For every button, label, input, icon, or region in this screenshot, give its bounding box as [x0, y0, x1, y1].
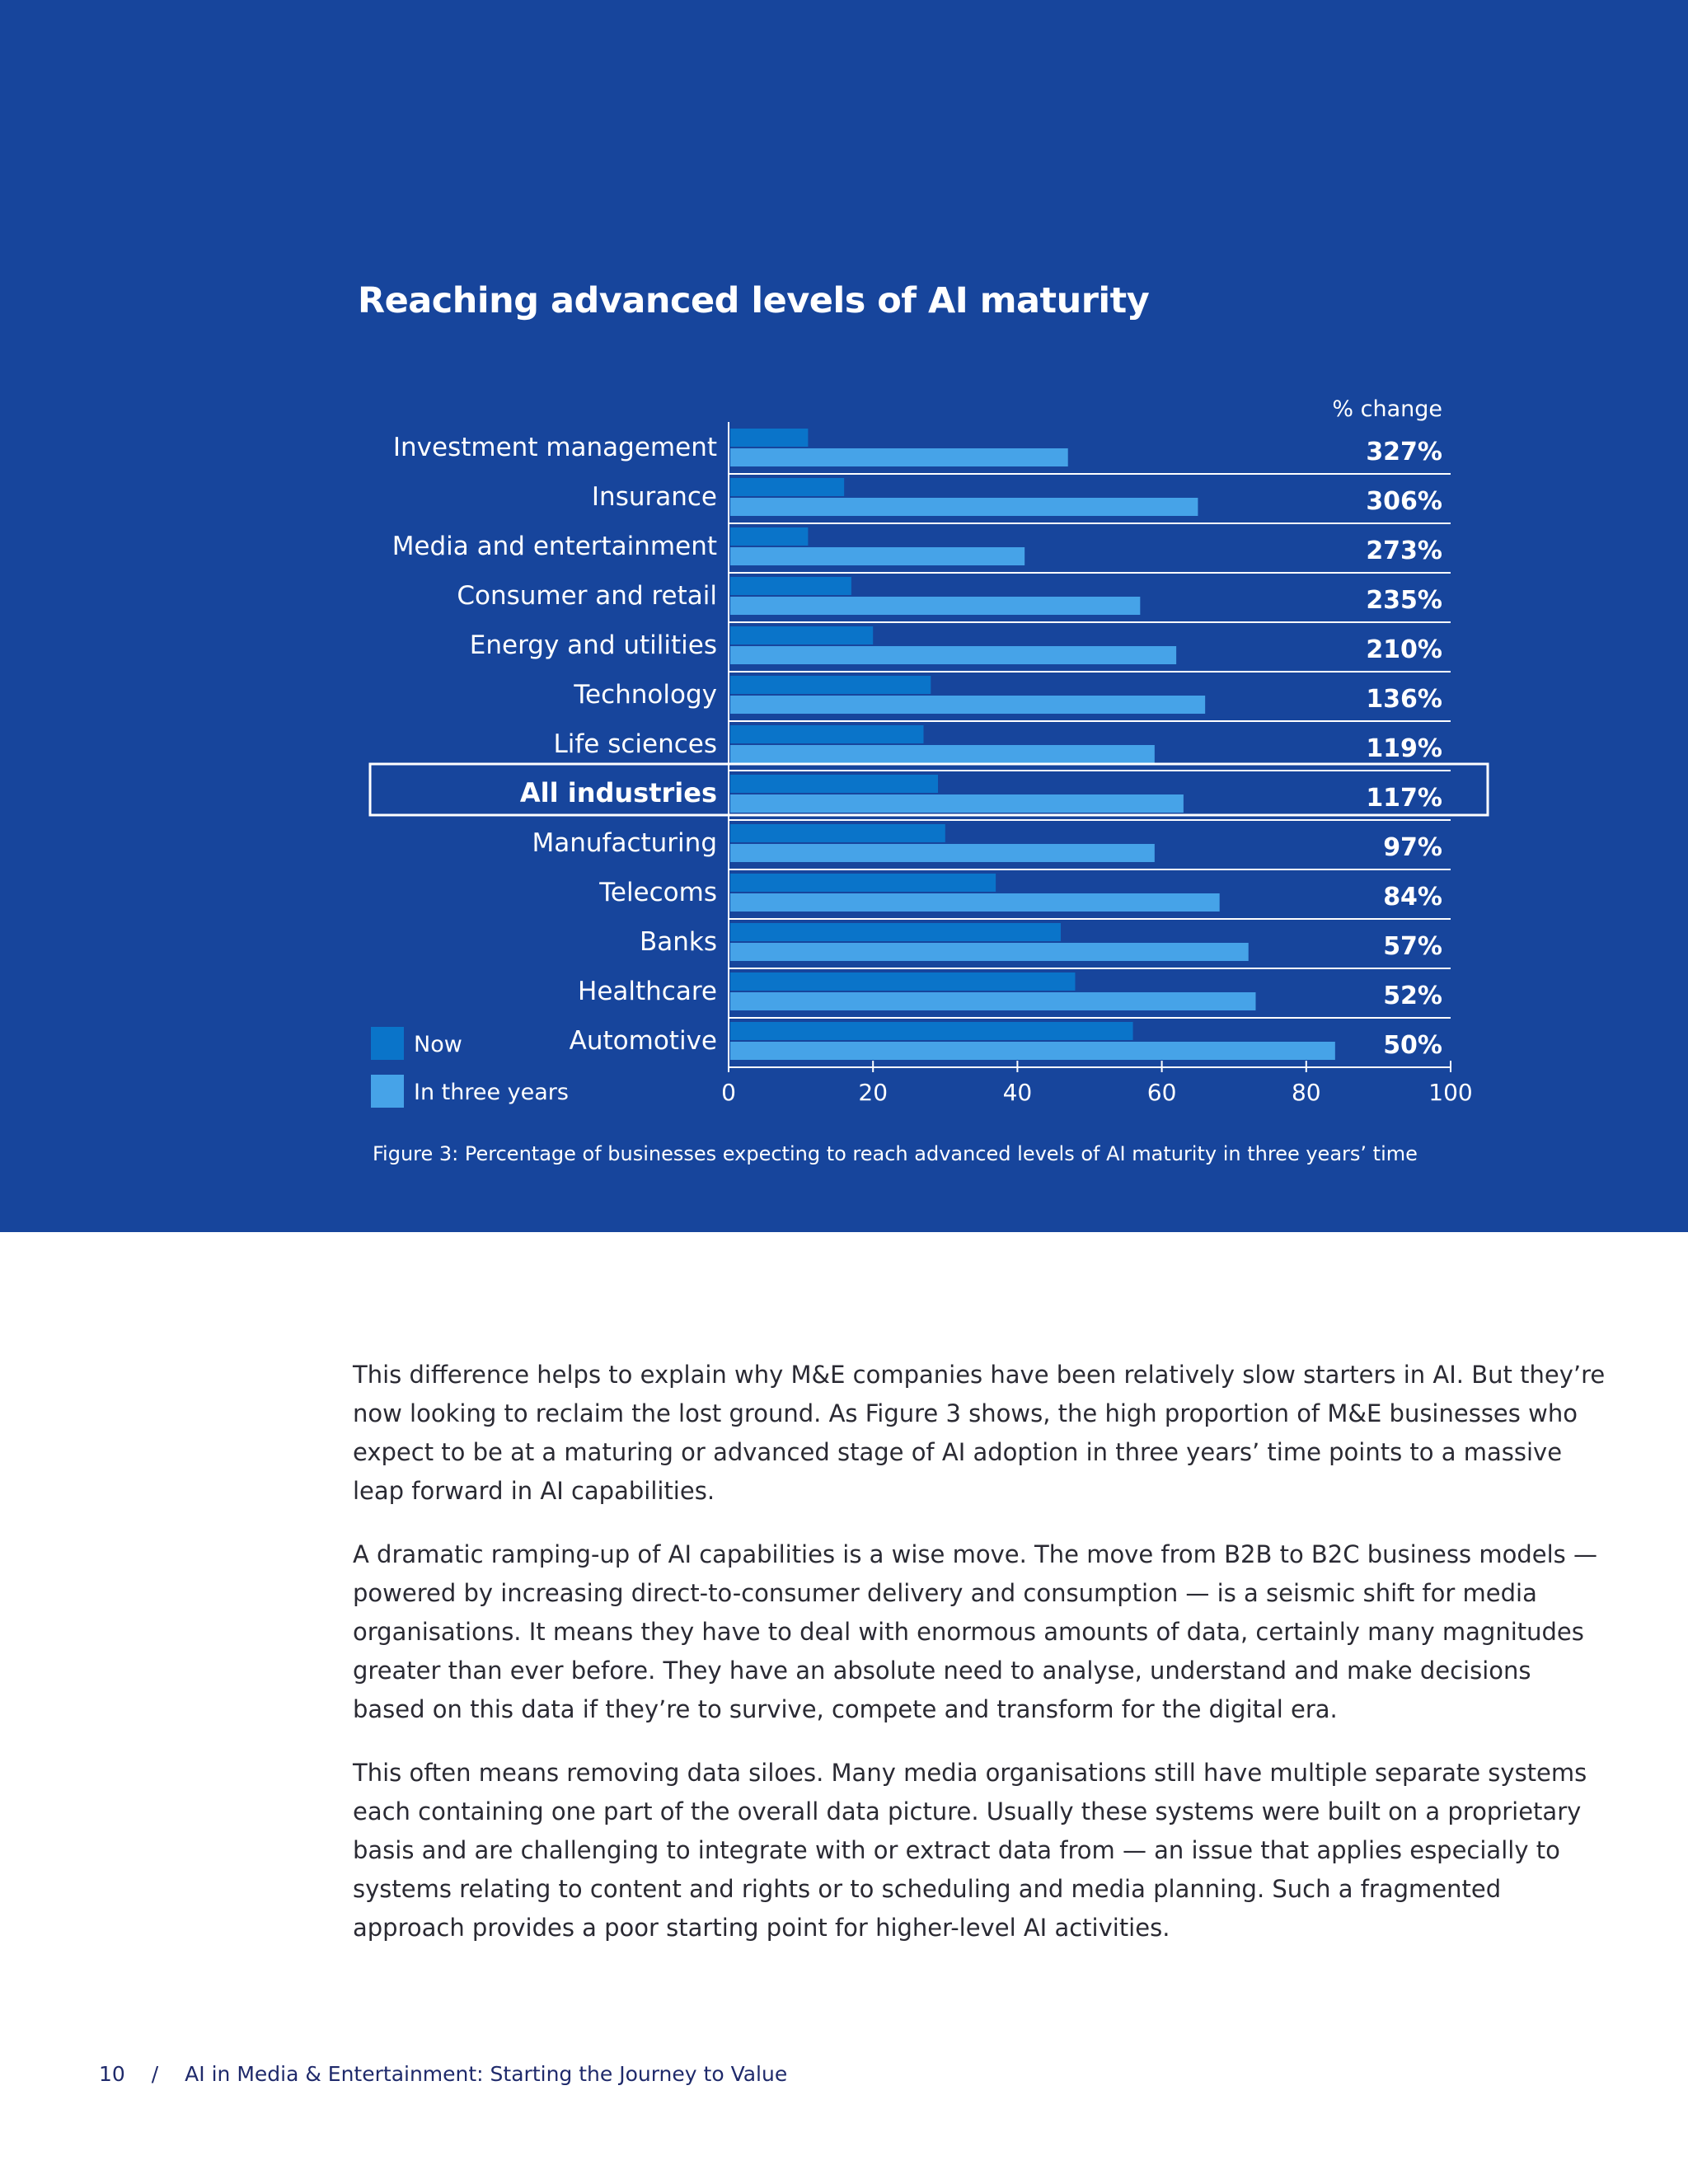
change-label: 327% — [1366, 438, 1442, 466]
change-header: % change — [1332, 396, 1442, 422]
x-tick-label: 60 — [1147, 1079, 1177, 1106]
change-label: 57% — [1383, 932, 1442, 961]
category-label: Consumer and retail — [457, 581, 717, 611]
bar-three-years — [730, 448, 1068, 466]
bar-now — [730, 824, 945, 842]
x-tick-label: 100 — [1428, 1079, 1472, 1106]
bar-now — [730, 725, 924, 743]
bar-now — [730, 626, 874, 644]
legend-label: In three years — [414, 1080, 569, 1105]
x-tick-label: 0 — [721, 1079, 736, 1106]
legend-label: Now — [414, 1032, 462, 1057]
category-label: Life sciences — [553, 729, 717, 759]
bar-now — [730, 775, 939, 793]
bar-three-years — [730, 646, 1177, 664]
bar-now — [730, 527, 809, 546]
bar-now — [730, 676, 931, 694]
change-label: 136% — [1366, 685, 1442, 714]
bar-now — [730, 1022, 1133, 1040]
bar-three-years — [730, 1042, 1335, 1060]
x-tick-label: 20 — [858, 1079, 888, 1106]
chart-panel: Reaching advanced levels of AI maturity … — [0, 0, 1688, 1232]
category-label: Healthcare — [578, 977, 717, 1006]
page-footer: 10 / AI in Media & Entertainment: Starti… — [99, 2062, 787, 2086]
legend-swatch — [371, 1027, 404, 1060]
bar-three-years — [730, 844, 1155, 862]
category-label: Energy and utilities — [470, 630, 717, 660]
figure-caption: Figure 3: Percentage of businesses expec… — [373, 1142, 1418, 1165]
category-label: Technology — [573, 680, 717, 710]
change-label: 306% — [1366, 487, 1442, 516]
bar-three-years — [730, 794, 1184, 813]
x-tick-label: 40 — [1003, 1079, 1033, 1106]
category-label: Manufacturing — [532, 828, 717, 858]
category-label: Telecoms — [598, 878, 717, 907]
change-label: 273% — [1366, 537, 1442, 565]
paragraph-1: This difference helps to explain why M&E… — [353, 1361, 1606, 1505]
change-label: 235% — [1366, 586, 1442, 615]
bar-three-years — [730, 943, 1249, 961]
category-label: Banks — [640, 927, 717, 957]
bar-now — [730, 874, 996, 892]
bar-now — [730, 577, 851, 595]
category-label: Media and entertainment — [392, 532, 717, 561]
footer-separator: / — [151, 2062, 159, 2086]
change-label: 119% — [1366, 734, 1442, 763]
change-label: 97% — [1383, 833, 1442, 862]
bar-chart: % change Investment management 327% Insuran… — [368, 396, 1489, 1108]
chart-title: Reaching advanced levels of AI maturity — [358, 280, 1150, 321]
category-label: Investment management — [393, 433, 717, 462]
category-label: All industries — [520, 777, 717, 808]
bar-three-years — [730, 992, 1256, 1010]
bar-now — [730, 923, 1061, 941]
paragraph-2: A dramatic ramping-up of AI capabilities… — [353, 1540, 1597, 1723]
bar-three-years — [730, 597, 1141, 615]
bar-three-years — [730, 893, 1220, 912]
change-label: 210% — [1366, 635, 1442, 664]
page-number: 10 — [99, 2062, 125, 2086]
bar-now — [730, 972, 1076, 991]
body-text: This difference helps to explain why M&E… — [353, 1356, 1606, 1972]
highlight-box — [368, 762, 1489, 817]
category-label: Insurance — [592, 482, 717, 512]
bar-three-years — [730, 696, 1206, 714]
change-label: 50% — [1383, 1031, 1442, 1060]
bar-three-years — [730, 547, 1025, 565]
bar-three-years — [730, 498, 1198, 516]
change-label: 117% — [1366, 784, 1442, 813]
change-label: 52% — [1383, 982, 1442, 1010]
paragraph-3: This often means removing data siloes. M… — [353, 1759, 1587, 1942]
document-title: AI in Media & Entertainment: Starting th… — [185, 2062, 788, 2086]
bar-now — [730, 429, 809, 447]
bar-three-years — [730, 745, 1155, 763]
legend-swatch — [371, 1075, 404, 1108]
bar-now — [730, 478, 845, 496]
category-label: Automotive — [570, 1026, 717, 1056]
change-label: 84% — [1383, 883, 1442, 912]
x-tick-label: 80 — [1292, 1079, 1321, 1106]
